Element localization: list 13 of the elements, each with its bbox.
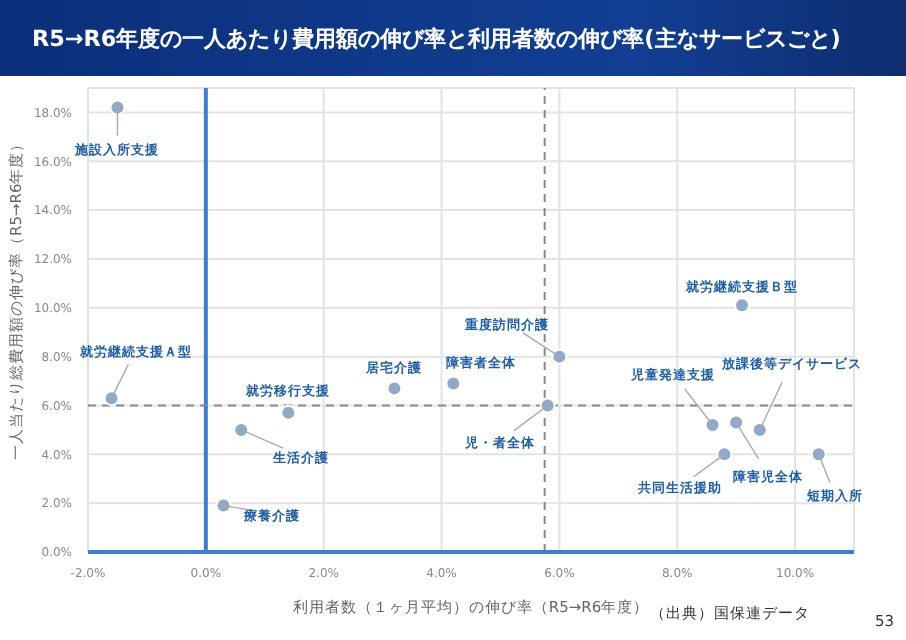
point (386, 380, 403, 397)
point (109, 99, 126, 116)
point (445, 375, 462, 392)
point (810, 446, 827, 463)
point (280, 404, 297, 421)
point (103, 390, 120, 407)
chart-title: R5→R6年度の一人あたり費用額の伸び率と利用者数の伸び率(主なサービスごと) (0, 0, 906, 76)
point (551, 348, 568, 365)
point (539, 397, 556, 414)
point (215, 497, 232, 514)
point (716, 446, 733, 463)
point (728, 414, 745, 431)
point (734, 297, 751, 314)
